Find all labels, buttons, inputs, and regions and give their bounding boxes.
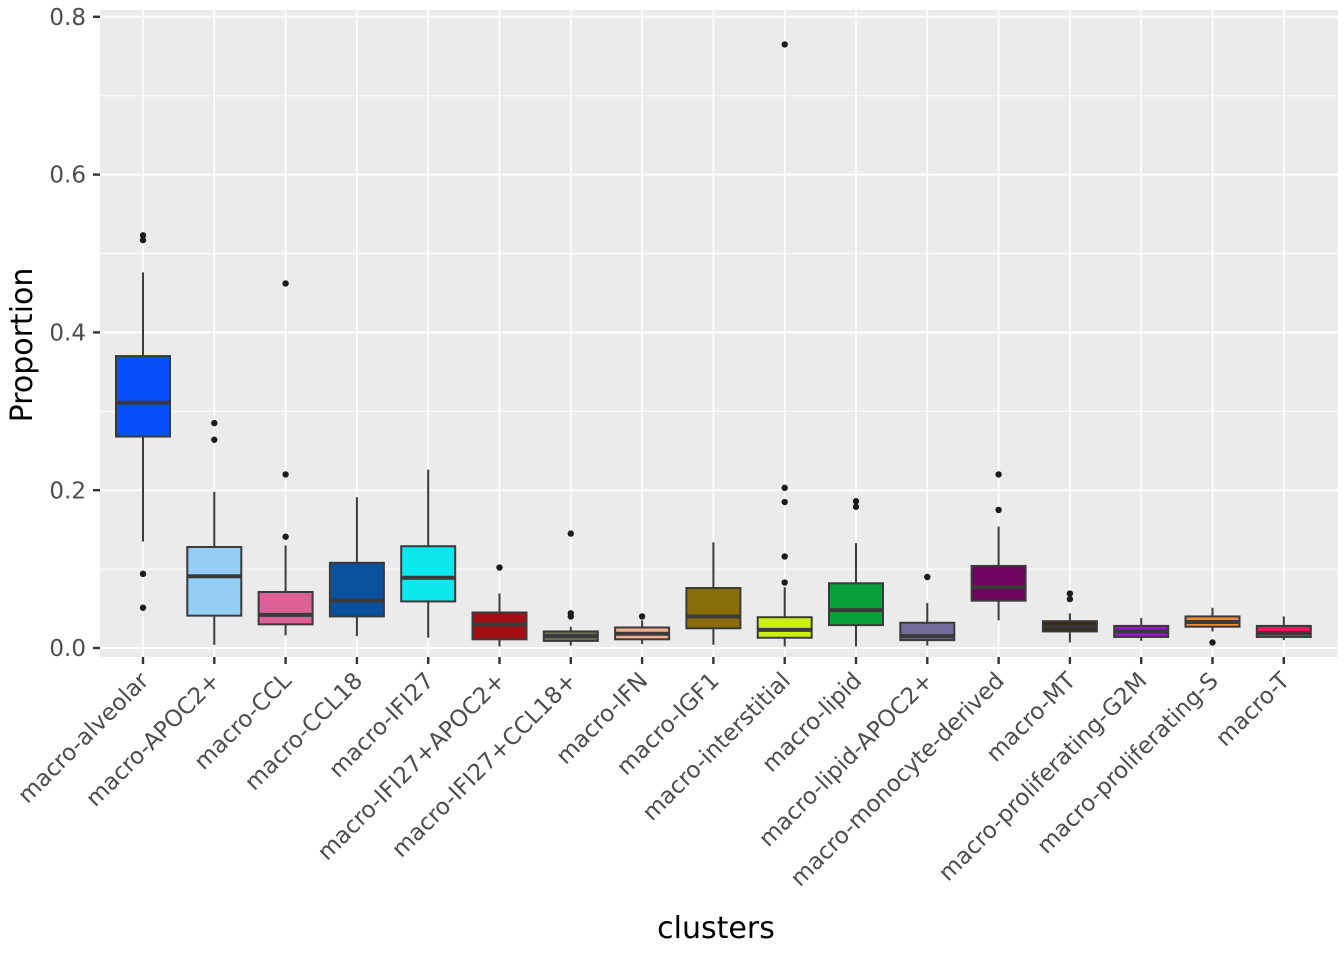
outlier-point — [781, 553, 788, 560]
outlier-point — [282, 280, 289, 287]
y-tick-label: 0.6 — [49, 163, 86, 189]
x-tick-label: macro-alveolar — [13, 667, 154, 808]
outlier-point — [282, 471, 289, 478]
boxplot-macro-interstitial — [756, 41, 813, 647]
boxplot-macro-proliferating-G2M — [1113, 618, 1170, 641]
outlier-point — [1209, 639, 1216, 646]
boxplot-macro-IGF1 — [685, 542, 742, 645]
outlier-point — [995, 471, 1002, 478]
boxplot-macro-IFI27+CCL18+ — [542, 530, 599, 646]
boxplot-macro-lipid-APOC2+ — [899, 573, 956, 646]
x-tick-label: macro-T — [1211, 667, 1296, 752]
boxplot-macro-lipid — [828, 498, 884, 647]
boxplot-macro-IFN — [614, 613, 671, 645]
panel-background — [100, 10, 1338, 657]
boxplot-macro-proliferating-S — [1184, 607, 1241, 646]
y-tick-label: 0.8 — [49, 5, 86, 31]
outlier-point — [211, 419, 218, 427]
y-tick-label: 0.0 — [49, 636, 86, 662]
boxplot-macro-IFI27 — [400, 469, 457, 638]
boxplot-macro-MT — [1041, 590, 1098, 643]
outlier-point — [638, 613, 646, 620]
outlier-point — [781, 498, 788, 506]
box — [186, 546, 243, 617]
x-tick-label: macro-APOC2+ — [81, 668, 225, 812]
outlier-point — [852, 503, 860, 510]
box — [115, 355, 171, 438]
outlier-point — [924, 573, 931, 581]
plot-panel — [100, 10, 1338, 657]
boxplot-macro-monocyte-derived — [970, 471, 1027, 621]
outlier-point — [852, 498, 860, 505]
boxplot-macro-IFI27+APOC2+ — [471, 564, 528, 647]
outlier-point — [139, 570, 147, 578]
outlier-point — [282, 533, 289, 540]
x-axis-title: clusters — [657, 911, 775, 946]
boxplot-macro-CCL — [257, 280, 314, 636]
outlier-point — [781, 41, 788, 48]
boxplot-macro-alveolar — [115, 232, 171, 611]
outlier-point — [139, 232, 147, 239]
y-tick-label: 0.2 — [49, 478, 86, 504]
y-axis-title: Proportion — [5, 268, 40, 423]
outlier-point — [139, 236, 147, 244]
box — [970, 564, 1027, 602]
outlier-point — [781, 579, 788, 586]
outlier-point — [1066, 590, 1074, 597]
box — [400, 545, 457, 603]
outlier-point — [139, 604, 147, 611]
boxplot-macro-CCL18 — [328, 497, 385, 637]
outlier-point — [995, 506, 1002, 514]
boxplot-macro-T — [1255, 616, 1312, 641]
outlier-point — [211, 436, 218, 443]
outlier-point — [567, 613, 574, 620]
outlier-point — [781, 484, 788, 492]
box — [685, 587, 742, 630]
boxplot-macro-APOC2+ — [186, 419, 243, 645]
y-tick-label: 0.4 — [49, 320, 86, 346]
box — [328, 561, 385, 618]
boxplots — [115, 41, 1312, 647]
outlier-point — [1066, 595, 1074, 603]
outlier-point — [496, 564, 503, 571]
outlier-point — [567, 530, 574, 537]
box — [828, 582, 884, 627]
box — [257, 590, 314, 626]
box — [756, 616, 813, 639]
